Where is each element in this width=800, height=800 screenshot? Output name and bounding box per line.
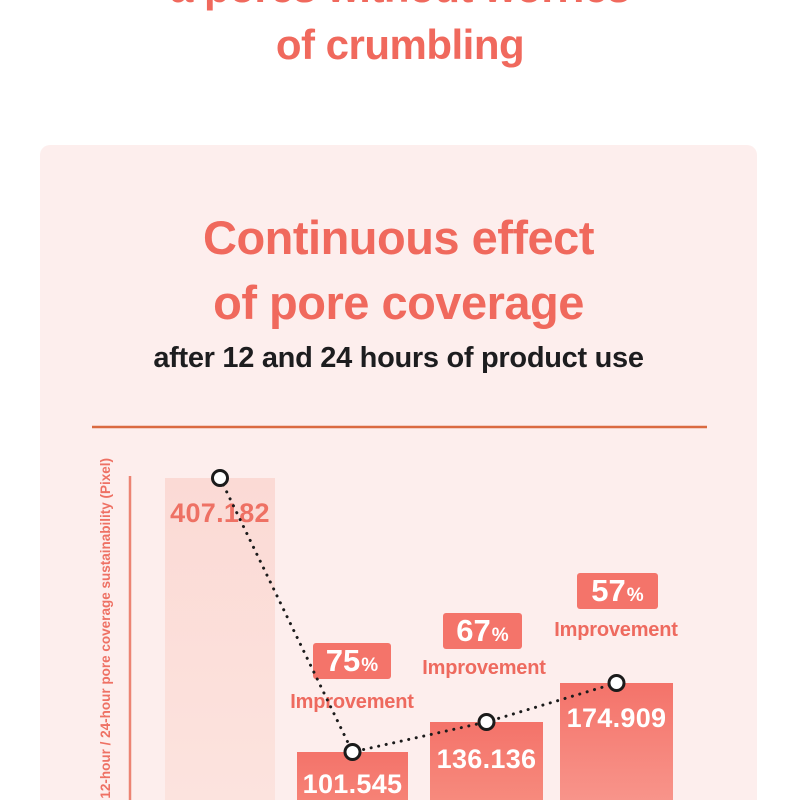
bar-24hour: 174.909	[560, 683, 673, 800]
bar-12hour: 101.545	[297, 752, 408, 800]
chart-subtitle: after 12 and 24 hours of product use	[153, 342, 644, 374]
top-heading: a pores without worries of crumbling	[0, 0, 800, 73]
percent-sign: %	[491, 625, 509, 646]
improvement-badge-67: 67%	[443, 613, 522, 649]
bar-baseline: 407.182	[165, 478, 275, 800]
badge-percent: 75	[325, 643, 361, 678]
improvement-badge-57: 57%	[577, 573, 658, 609]
bar-mid: 136.136	[430, 722, 543, 800]
bar-value-label: 174.909	[566, 703, 667, 733]
top-heading-line2: of crumbling	[275, 21, 525, 68]
chart-title-line2: of pore coverage	[213, 276, 584, 329]
percent-sign: %	[626, 585, 644, 606]
improvement-label: Improvement	[290, 691, 414, 713]
badge-percent: 67	[456, 613, 491, 648]
improvement-label: Improvement	[422, 657, 546, 679]
chart-title: Continuous effect of pore coverage	[40, 205, 757, 335]
badge-percent: 57	[591, 573, 626, 608]
bar-value-label: 101.545	[302, 769, 403, 799]
bar-value-label: 136.136	[436, 744, 537, 774]
improvement-badge-75: 75%	[313, 643, 391, 679]
improvement-label: Improvement	[554, 619, 678, 641]
top-heading-line1: a pores without worries	[0, 0, 800, 16]
percent-sign: %	[361, 655, 379, 676]
bar-value-label: 407.182	[170, 498, 270, 528]
chart-title-line1: Continuous effect	[203, 211, 594, 264]
